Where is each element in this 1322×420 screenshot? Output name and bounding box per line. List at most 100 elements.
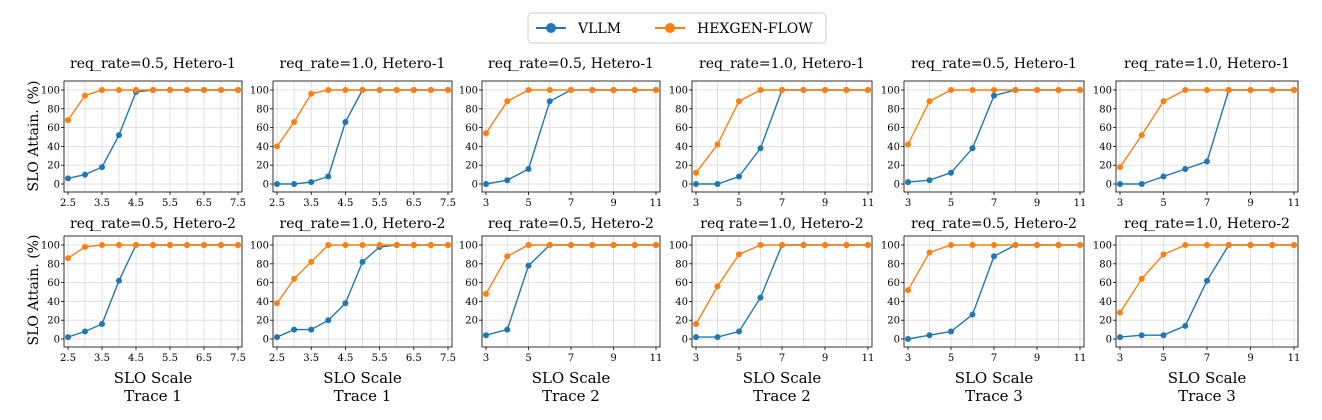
ytick-label: 80: [47, 259, 60, 270]
point-hexgen-flow: [116, 242, 122, 248]
point-hexgen-flow: [65, 255, 71, 262]
point-vllm: [948, 169, 954, 176]
point-hexgen-flow: [865, 87, 871, 93]
xtick-label: 4.5: [337, 198, 353, 209]
ytick-label: 0: [472, 180, 478, 191]
ytick-label: 60: [465, 278, 478, 289]
subplot-4: req_rate=1.0, Hetero-1 0 20 40 60 80 100 3 5 7 9 11: [669, 56, 874, 209]
point-hexgen-flow: [308, 258, 315, 265]
ytick-label: 100: [881, 241, 900, 252]
subplot-title: req_rate=0.5, Hetero-2: [488, 216, 654, 232]
point-vllm: [116, 277, 122, 284]
point-vllm: [736, 173, 742, 180]
point-vllm: [1138, 181, 1145, 187]
point-hexgen-flow: [218, 87, 224, 93]
xtick-label: 2.5: [269, 198, 285, 209]
ytick-label: 100: [250, 86, 269, 97]
xtick-label: 5: [948, 353, 954, 364]
point-hexgen-flow: [822, 242, 828, 248]
ytick-label: 60: [47, 278, 60, 289]
point-vllm: [948, 328, 954, 335]
point-hexgen-flow: [905, 141, 911, 148]
xtick-label: 7: [1204, 198, 1210, 209]
point-hexgen-flow: [1055, 87, 1062, 93]
xtick-label: 2.5: [60, 198, 76, 209]
point-hexgen-flow: [779, 242, 785, 248]
subplot-7: req_rate=0.5, Hetero-2 0 20 40 60 80 100 2.5 3.5…: [41, 216, 246, 405]
point-hexgen-flow: [905, 287, 911, 294]
trace-label: Trace 2: [753, 387, 811, 405]
xtick-label: 9: [1247, 198, 1253, 209]
point-hexgen-flow: [822, 87, 828, 93]
ytick-label: 60: [887, 278, 900, 289]
point-vllm: [905, 179, 911, 186]
point-hexgen-flow: [1247, 87, 1254, 93]
point-hexgen-flow: [1138, 132, 1145, 139]
subplot-title: req rate=1.0, Hetero-2: [700, 216, 863, 232]
ytick-label: 20: [1099, 316, 1112, 327]
xtick-label: 5.5: [372, 198, 388, 209]
point-hexgen-flow: [714, 141, 721, 148]
ytick-label: 40: [675, 297, 688, 308]
point-vllm: [1117, 181, 1123, 187]
point-hexgen-flow: [1204, 242, 1210, 248]
point-vllm: [1182, 165, 1189, 172]
point-vllm: [65, 334, 71, 341]
xtick-label: 3: [483, 198, 489, 209]
point-vllm: [736, 328, 742, 335]
subplot-title: req_rate=0.5, Hetero-1: [911, 56, 1077, 72]
ytick-label: 20: [465, 316, 478, 327]
ytick-label: 0: [54, 180, 60, 191]
point-hexgen-flow: [1012, 242, 1019, 248]
subplot-2: req_rate=1.0, Hetero-1 0 20 40 60 80 100 2.5 3.5…: [250, 56, 456, 209]
ytick-label: 100: [669, 86, 688, 97]
xtick-label: 9: [610, 198, 616, 209]
xtick-label: 9: [1247, 353, 1253, 364]
xtick-label: 4.5: [128, 353, 144, 364]
subplot-title: req_rate=1.0, Hetero-2: [1124, 216, 1290, 232]
point-hexgen-flow: [610, 242, 617, 248]
ytick-label: 40: [887, 142, 900, 153]
xtick-label: 3.5: [303, 198, 319, 209]
point-vllm: [116, 132, 122, 139]
point-hexgen-flow: [926, 249, 933, 256]
xtick-label: 9: [610, 353, 616, 364]
point-hexgen-flow: [568, 87, 574, 93]
xtick-label: 7.5: [440, 198, 456, 209]
xtick-label: 7: [1204, 353, 1210, 364]
axes-frame: [272, 235, 453, 348]
point-hexgen-flow: [483, 290, 489, 297]
point-hexgen-flow: [1117, 309, 1123, 316]
point-hexgen-flow: [342, 242, 349, 248]
ytick-label: 60: [465, 123, 478, 134]
point-hexgen-flow: [589, 87, 596, 93]
xtick-label: 3: [693, 198, 699, 209]
point-hexgen-flow: [1077, 87, 1083, 93]
point-hexgen-flow: [427, 242, 434, 248]
xtick-label: 3: [1117, 353, 1123, 364]
point-vllm: [1182, 322, 1189, 329]
trace-label: Trace 2: [542, 387, 600, 405]
subplot-title: req_rate=1.0, Hetero-1: [699, 56, 865, 72]
point-vllm: [325, 173, 332, 180]
point-vllm: [693, 334, 699, 341]
ytick-label: 100: [250, 241, 269, 252]
point-vllm: [757, 145, 764, 152]
point-hexgen-flow: [779, 87, 785, 93]
point-vllm: [291, 181, 298, 187]
point-vllm: [1204, 277, 1210, 284]
point-vllm: [308, 179, 315, 186]
subplot-8: req_rate=1.0, Hetero-2 0 20 40 60 80 100 2.5 3.5…: [250, 216, 456, 405]
ytick-label: 60: [1099, 278, 1112, 289]
ytick-label: 0: [682, 335, 688, 346]
ytick-label: 40: [465, 142, 478, 153]
point-vllm: [483, 181, 489, 187]
point-vllm: [693, 181, 699, 187]
point-hexgen-flow: [82, 243, 88, 250]
point-hexgen-flow: [274, 300, 280, 307]
point-hexgen-flow: [376, 87, 383, 93]
point-hexgen-flow: [1225, 242, 1232, 248]
point-hexgen-flow: [1269, 242, 1276, 248]
ytick-label: 0: [263, 335, 269, 346]
ytick-label: 100: [459, 241, 478, 252]
